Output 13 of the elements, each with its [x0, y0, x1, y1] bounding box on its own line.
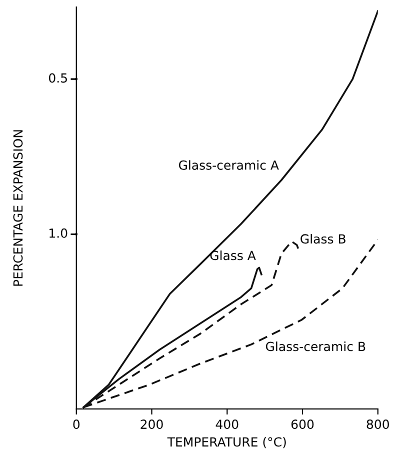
- annotation: Glass-ceramic B: [266, 342, 366, 352]
- x-tick-label: 800: [366, 420, 389, 429]
- annotation: Glass-ceramic A: [178, 160, 279, 170]
- annotation: Glass B: [300, 234, 346, 244]
- y-axis-title: PERCENTAGE EXPANSION: [13, 130, 23, 286]
- x-tick-label: 600: [291, 420, 314, 429]
- x-axis-title: TEMPERATURE (°C): [167, 436, 286, 448]
- x-tick-label: 200: [140, 420, 163, 429]
- x-tick-label: 400: [216, 420, 238, 429]
- x-tick-label: 0: [73, 420, 80, 429]
- text: 0.5: [48, 73, 67, 83]
- annotation: Glass A: [210, 250, 256, 260]
- text: 1.0: [50, 228, 68, 238]
